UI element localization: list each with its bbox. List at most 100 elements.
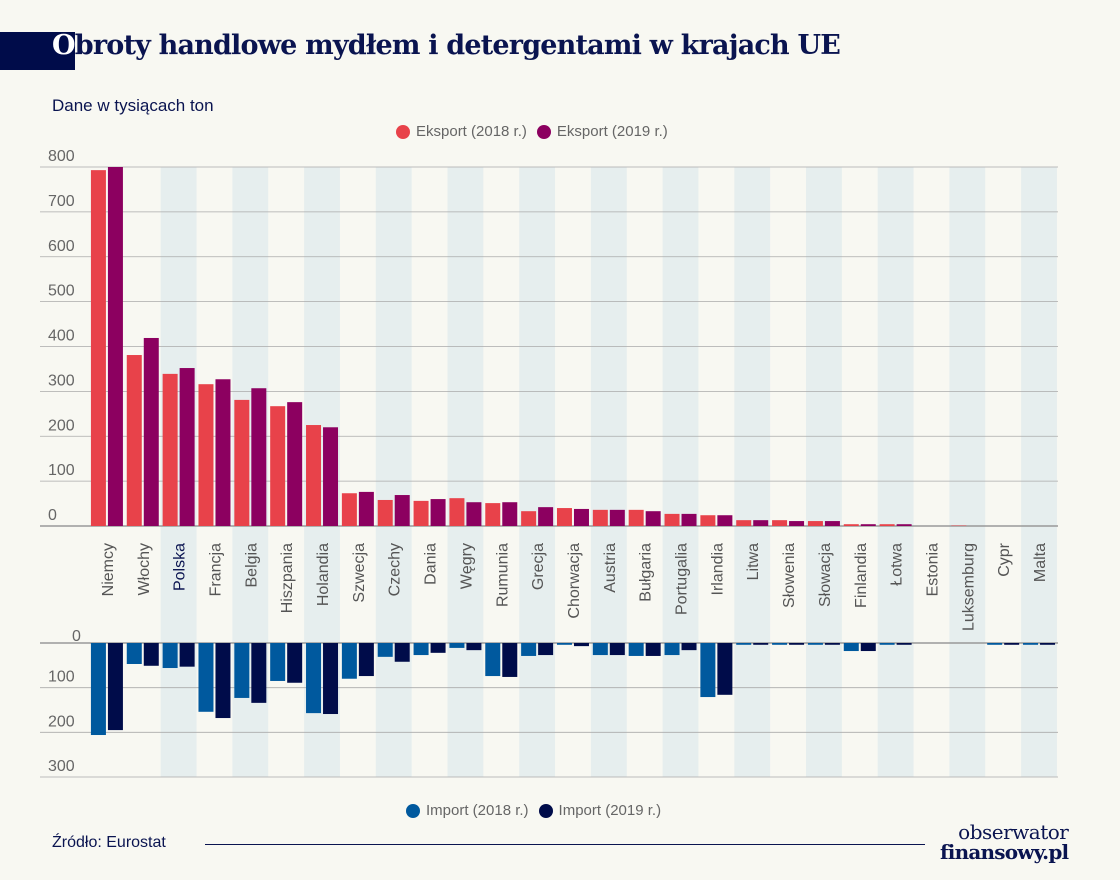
bar-export-2018 <box>556 508 572 526</box>
bar-export-2018 <box>592 509 608 526</box>
y-tick-label: 200 <box>48 417 75 434</box>
column-shade <box>662 167 699 777</box>
bar-import-2018 <box>1023 643 1039 645</box>
bar-export-2019 <box>753 520 769 526</box>
y-tick-label: 300 <box>48 372 75 389</box>
bar-import-2019 <box>287 643 303 683</box>
bar-export-2018 <box>700 515 716 526</box>
bar-import-2018 <box>556 643 572 645</box>
category-label: Słowenia <box>781 543 798 608</box>
category-label: Francja <box>207 543 224 596</box>
title-accent-block <box>0 32 75 70</box>
bar-export-2019 <box>143 337 159 526</box>
category-label: Czechy <box>387 543 404 596</box>
category-label: Holandia <box>315 543 332 606</box>
bar-export-2019 <box>430 499 446 526</box>
bar-export-2018 <box>521 511 537 526</box>
bar-export-2019 <box>107 167 123 526</box>
bar-import-2019 <box>645 643 661 656</box>
bar-import-2019 <box>358 643 374 677</box>
bar-import-2018 <box>807 643 823 645</box>
category-label: Belgia <box>243 543 260 588</box>
chart-subtitle: Dane w tysiącach ton <box>52 96 214 115</box>
column-shade <box>806 167 842 777</box>
bar-export-2018 <box>879 524 895 526</box>
bar-export-2019 <box>573 508 589 526</box>
bar-import-2019 <box>251 643 267 703</box>
column-shade <box>590 167 627 777</box>
bar-export-2019 <box>287 402 303 526</box>
bar-export-2018 <box>413 500 429 526</box>
bar-import-2018 <box>449 643 465 648</box>
bar-export-2019 <box>681 513 697 526</box>
bar-export-2019 <box>645 511 661 526</box>
bar-import-2018 <box>879 643 895 645</box>
bar-export-2019 <box>824 521 840 526</box>
category-label: Austria <box>602 543 619 593</box>
bar-import-2018 <box>306 643 322 714</box>
category-label: Szwecja <box>351 543 368 603</box>
bar-import-2019 <box>860 643 876 652</box>
bar-import-2018 <box>485 643 501 677</box>
bar-import-2018 <box>341 643 357 679</box>
bar-export-2019 <box>394 495 410 526</box>
bar-export-2019 <box>860 524 876 526</box>
bar-export-2019 <box>323 427 339 526</box>
bar-import-2019 <box>824 643 840 645</box>
bar-export-2018 <box>90 170 106 527</box>
source-note: Źródło: Eurostat <box>52 834 166 851</box>
category-label: Grecja <box>530 543 547 590</box>
bar-import-2019 <box>789 643 805 645</box>
legend-label-export-2019: Eksport (2019 r.) <box>556 123 668 140</box>
bar-export-2019 <box>179 368 195 526</box>
y-tick-label: 100 <box>48 669 75 686</box>
bar-export-2019 <box>502 502 518 526</box>
column-shade <box>519 167 556 777</box>
y-tick-label: 500 <box>48 283 75 300</box>
bar-export-2019 <box>466 502 482 526</box>
bar-export-2018 <box>807 521 823 526</box>
category-label: Węgry <box>458 543 475 589</box>
column-shade <box>877 167 914 777</box>
bar-import-2019 <box>502 643 518 677</box>
y-tick-label: 0 <box>48 507 57 524</box>
bar-import-2018 <box>90 643 106 736</box>
category-label: Rumunia <box>494 543 511 607</box>
column-shade <box>1021 167 1057 777</box>
y-tick-label: 400 <box>48 328 75 345</box>
category-label: Malta <box>1032 543 1049 582</box>
y-tick-label: 700 <box>48 193 75 210</box>
category-label: Irlandia <box>709 543 726 596</box>
bar-export-2018 <box>772 520 788 526</box>
bar-export-2018 <box>198 384 214 526</box>
bar-import-2019 <box>753 643 769 645</box>
legend-import: Import (2018 r.) Import (2019 r.) <box>406 802 661 819</box>
bar-export-2018 <box>843 524 859 526</box>
bar-import-2019 <box>107 643 123 731</box>
bar-import-2019 <box>466 643 482 651</box>
category-label: Luksemburg <box>960 543 977 631</box>
bar-export-2018 <box>449 498 465 526</box>
bar-export-2018 <box>306 425 322 526</box>
bar-export-2018 <box>377 499 393 526</box>
bar-import-2019 <box>394 643 410 662</box>
bar-import-2019 <box>430 643 446 653</box>
bar-import-2018 <box>413 643 429 656</box>
legend-export: Eksport (2018 r.) Eksport (2019 r.) <box>396 123 668 140</box>
bar-export-2019 <box>896 524 912 526</box>
bar-export-2018 <box>162 373 178 526</box>
category-label: Łotwa <box>889 543 906 586</box>
bar-import-2018 <box>234 643 250 698</box>
bar-export-2018 <box>664 513 680 526</box>
column-shade <box>447 167 484 777</box>
column-shade <box>375 167 412 777</box>
bar-export-2019 <box>789 521 805 526</box>
bar-import-2018 <box>843 643 859 652</box>
bar-import-2019 <box>143 643 159 666</box>
bar-export-2019 <box>215 379 231 526</box>
bar-import-2018 <box>126 643 142 664</box>
column-shade <box>949 167 986 777</box>
bar-export-2018 <box>234 399 250 526</box>
bar-export-2019 <box>251 388 267 526</box>
category-label: Litwa <box>745 543 762 580</box>
